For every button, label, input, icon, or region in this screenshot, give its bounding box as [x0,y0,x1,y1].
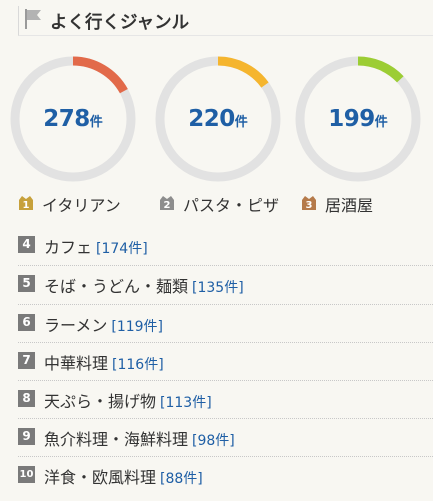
rank-2-icon: 2 [160,196,174,210]
genre-name[interactable]: ラーメン [119件] [44,312,163,336]
count-number: 278 [43,106,90,132]
genre-count: [174件] [96,241,148,257]
genre-name-text: 中華料理 [44,354,109,373]
genre-count: [116件] [112,357,164,373]
ring-arc [10,56,136,182]
genre-count: [135件] [192,280,244,296]
rank-badge: 5 [18,275,35,292]
top-genre-labels: 1 イタリアン 2 パスタ・ピザ 3 居酒屋 [18,192,433,215]
count-unit: 件 [234,115,248,130]
genre-name[interactable]: イタリアン [42,196,121,215]
genre-count-1: 278件 [8,106,138,132]
genre-count-2: 220件 [153,106,283,132]
genre-count: [98件] [192,433,235,449]
rank-1-icon: 1 [19,196,33,210]
top-genre-rings: 278件 220件 199件 [0,54,433,184]
list-item[interactable]: 8 天ぷら・揚げ物 [113件] [18,380,433,418]
rank-badge: 4 [18,236,35,253]
genre-name[interactable]: 天ぷら・揚げ物 [113件] [44,388,212,412]
ring-chart-icon [10,56,136,182]
list-item[interactable]: 10 洋食・欧風料理 [88件] [18,456,433,494]
list-item[interactable]: 6 ラーメン [119件] [18,304,433,342]
genre-count: [113件] [160,395,212,411]
flag-icon [25,9,41,29]
genre-name[interactable]: 居酒屋 [325,196,374,215]
ring-chart-icon [295,56,421,182]
genre-name[interactable]: そば・うどん・麺類 [135件] [44,273,244,297]
genre-name-text: そば・うどん・麺類 [44,277,189,296]
rank-number: 3 [306,200,313,210]
list-item[interactable]: 5 そば・うどん・麺類 [135件] [18,265,433,303]
section-title: よく行くジャンル [50,13,190,33]
count-unit: 件 [89,115,103,130]
genre-count: [119件] [111,319,164,335]
rank-badge: 6 [18,314,35,331]
genre-name-text: 魚介料理・海鮮料理 [44,430,189,449]
rank-badge: 10 [18,466,35,483]
genre-section-header: よく行くジャンル [18,6,433,36]
genre-name[interactable]: 洋食・欧風料理 [88件] [44,464,203,488]
rank-badge: 8 [18,390,35,407]
genre-name[interactable]: 中華料理 [116件] [44,350,164,374]
genre-ring-2[interactable]: 220件 [153,54,283,184]
list-item[interactable]: 9 魚介料理・海鮮料理 [98件] [18,418,433,456]
rank-3-icon: 3 [302,196,316,210]
genre-ring-3[interactable]: 199件 [293,54,423,184]
genre-ring-1[interactable]: 278件 [8,54,138,184]
genre-count-3: 199件 [293,106,423,132]
genre-count: [88件] [160,471,203,487]
ring-chart-icon [155,56,281,182]
count-number: 220 [188,106,235,132]
genre-name-text: カフェ [44,238,93,257]
count-unit: 件 [374,115,388,130]
list-item[interactable]: 7 中華料理 [116件] [18,342,433,380]
ring-arc [295,56,421,182]
genre-name[interactable]: カフェ [174件] [44,234,148,258]
rank-badge: 9 [18,428,35,445]
genre-name-text: ラーメン [44,316,108,335]
genre-name[interactable]: パスタ・ピザ [183,196,280,215]
ring-arc [155,56,281,182]
rank-badge: 7 [18,352,35,369]
list-item[interactable]: 4 カフェ [174件] [18,227,433,265]
rank-number: 2 [164,200,171,210]
rank-number: 1 [23,200,30,210]
genre-name-text: 洋食・欧風料理 [44,468,157,487]
genre-name-text: 天ぷら・揚げ物 [44,392,157,411]
count-number: 199 [328,106,375,132]
genre-name[interactable]: 魚介料理・海鮮料理 [98件] [44,426,235,450]
